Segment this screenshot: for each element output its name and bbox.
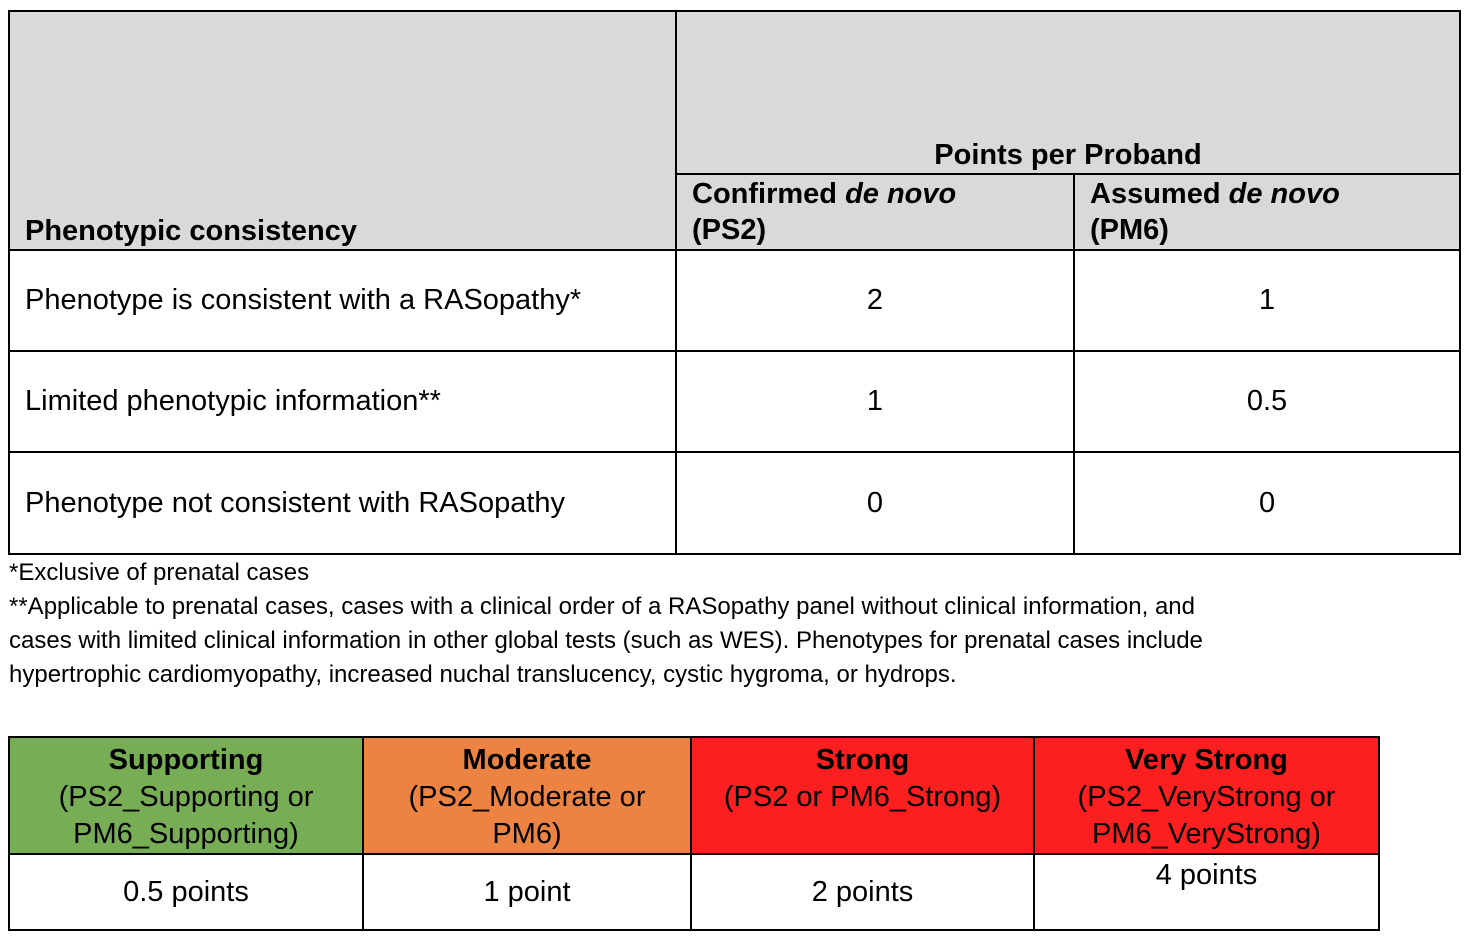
points-very-strong: 4 points [1033, 853, 1380, 931]
table-row: Phenotype not consistent with RASopathy … [8, 451, 1462, 555]
assumed-points: 0.5 [1072, 350, 1462, 453]
assumed-de-novo-header: Assumed de novo (PM6) [1072, 173, 1462, 251]
footnote-applicable-line-3: hypertrophic cardiomyopathy, increased n… [9, 661, 957, 688]
level-code-line-2: PM6_Supporting) [73, 818, 299, 850]
level-code-line-1: (PS2 or PM6_Strong) [723, 781, 1002, 813]
confirmed-de-novo-header: Confirmed de novo (PS2) [675, 173, 1075, 251]
confirmed-points: 0 [675, 451, 1075, 555]
points-per-proband-header: Points per Proband [674, 10, 1462, 175]
table-row: Limited phenotypic information** 1 0.5 [8, 350, 1462, 453]
footnote-exclusive-prenatal: *Exclusive of prenatal cases [9, 559, 310, 586]
level-code-line-1: (PS2_Moderate or [408, 781, 646, 813]
assumed-italic: de novo [1228, 178, 1340, 210]
assumed-code: (PM6) [1090, 214, 1169, 246]
confirmed-code: (PS2) [692, 214, 767, 246]
row-label: Limited phenotypic information** [8, 350, 677, 453]
confirmed-italic: de novo [845, 178, 957, 210]
footnote-applicable-line-1: **Applicable to prenatal cases, cases wi… [9, 593, 1195, 620]
table-row: Phenotype is consistent with a RASopathy… [8, 249, 1462, 352]
level-strong: Strong (PS2 or PM6_Strong) [690, 736, 1035, 855]
evidence-strength-table: Supporting (PS2_Supporting or PM6_Suppor… [8, 736, 1380, 931]
confirmed-points: 1 [675, 350, 1075, 453]
level-code-line-2: PM6) [492, 818, 562, 850]
level-supporting: Supporting (PS2_Supporting or PM6_Suppor… [8, 736, 364, 855]
level-name: Very Strong [1125, 744, 1288, 776]
level-code-line-2: PM6_VeryStrong) [1092, 818, 1321, 850]
level-name: Moderate [462, 744, 592, 776]
row-label: Phenotype is consistent with a RASopathy… [8, 249, 677, 352]
footnote-applicable-line-2: cases with limited clinical information … [9, 627, 1203, 654]
assumed-points: 0 [1072, 451, 1462, 555]
level-code-line-1: (PS2_Supporting or [58, 781, 314, 813]
level-very-strong: Very Strong (PS2_VeryStrong or PM6_VeryS… [1033, 736, 1380, 855]
points-strong: 2 points [690, 853, 1035, 931]
level-name: Strong [815, 744, 910, 776]
points-per-proband-table: Phenotypic consistency Points per Proban… [8, 10, 1462, 555]
footnotes: *Exclusive of prenatal cases **Applicabl… [9, 556, 1409, 692]
assumed-points: 1 [1072, 249, 1462, 352]
row-label: Phenotype not consistent with RASopathy [8, 451, 677, 555]
assumed-prefix: Assumed [1090, 178, 1229, 210]
level-name: Supporting [108, 744, 264, 776]
phenotypic-consistency-header: Phenotypic consistency [8, 10, 677, 251]
level-code-line-1: (PS2_VeryStrong or [1077, 781, 1336, 813]
confirmed-points: 2 [675, 249, 1075, 352]
confirmed-prefix: Confirmed [692, 178, 846, 210]
points-moderate: 1 point [362, 853, 692, 931]
points-supporting: 0.5 points [8, 853, 364, 931]
level-moderate: Moderate (PS2_Moderate or PM6) [362, 736, 692, 855]
